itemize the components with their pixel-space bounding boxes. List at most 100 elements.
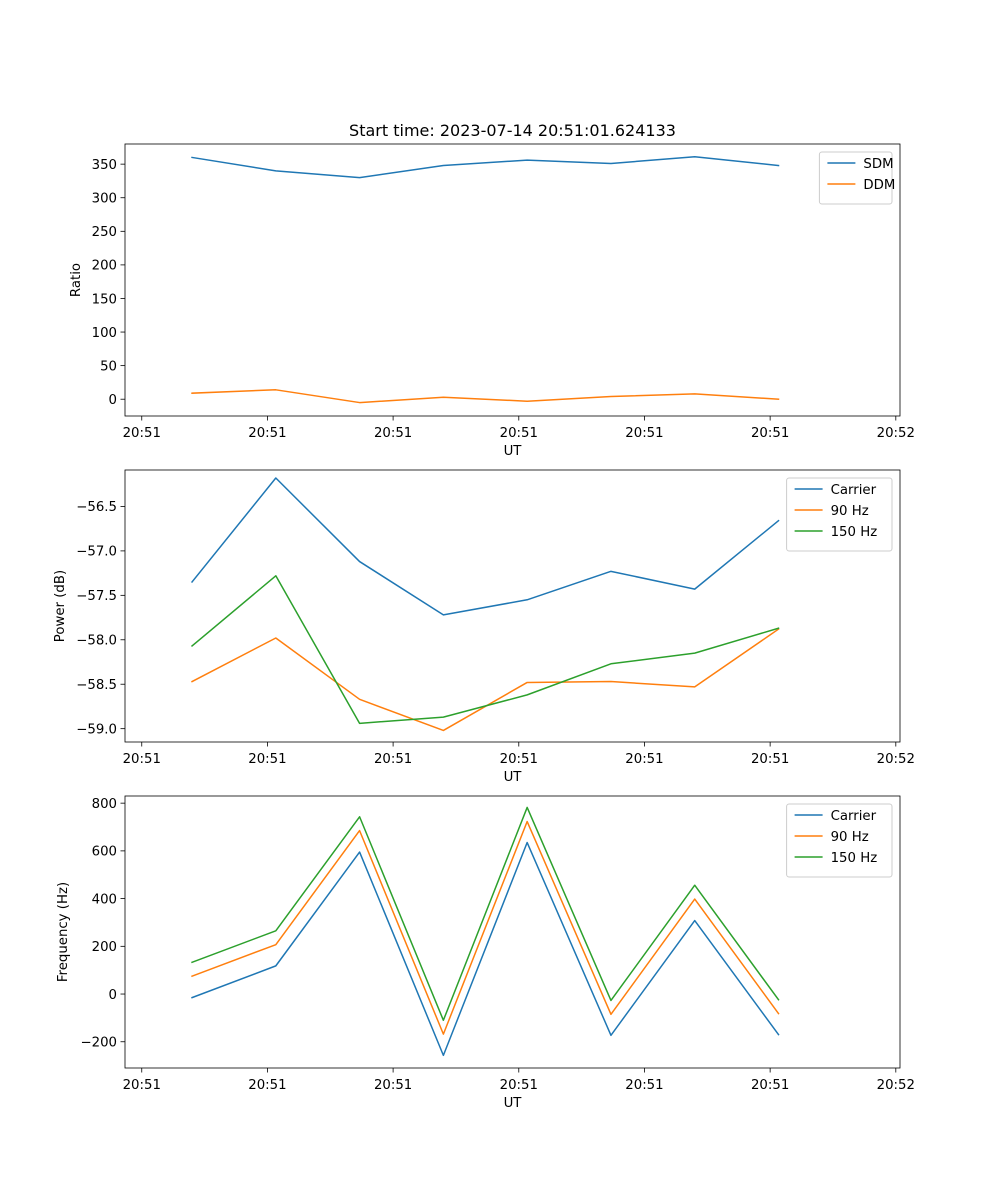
chart-title: Start time: 2023-07-14 20:51:01.624133 bbox=[349, 121, 676, 140]
x-tick-label: 20:51 bbox=[751, 1078, 789, 1093]
y-tick-label: 250 bbox=[92, 225, 117, 240]
y-tick-label: 600 bbox=[92, 845, 117, 860]
data-point-ddm-8 bbox=[778, 398, 780, 400]
data-point-150-hz-7 bbox=[694, 884, 696, 886]
legend-label: SDM bbox=[863, 157, 893, 172]
data-point-sdm-1 bbox=[191, 156, 193, 158]
axes-frame bbox=[124, 143, 901, 417]
x-tick-label: 20:52 bbox=[877, 426, 915, 441]
y-tick-label: −58.0 bbox=[76, 634, 117, 649]
legend-label: DDM bbox=[863, 178, 895, 193]
x-tick-label: 20:51 bbox=[374, 752, 412, 767]
series-line-90-hz bbox=[191, 820, 780, 1035]
data-point-carrier-8 bbox=[778, 1034, 780, 1036]
x-tick-label: 20:51 bbox=[374, 1078, 412, 1093]
y-tick-label: −57.0 bbox=[76, 545, 117, 560]
data-point-carrier-3 bbox=[359, 851, 361, 853]
data-point-carrier-6 bbox=[610, 570, 612, 572]
legend-box bbox=[818, 151, 893, 205]
data-point-90-hz-1 bbox=[191, 681, 193, 683]
data-point-carrier-3 bbox=[359, 561, 361, 563]
data-point-sdm-2 bbox=[275, 170, 277, 172]
data-point-sdm-4 bbox=[442, 164, 444, 166]
x-tick-label: 20:51 bbox=[500, 426, 538, 441]
x-tick-label: 20:51 bbox=[500, 1078, 538, 1093]
data-point-90-hz-8 bbox=[778, 1013, 780, 1015]
x-tick-label: 20:51 bbox=[123, 426, 161, 441]
legend-label: 150 Hz bbox=[831, 525, 878, 540]
x-tick-label: 20:51 bbox=[625, 426, 663, 441]
data-point-150-hz-1 bbox=[191, 961, 193, 963]
data-point-150-hz-5 bbox=[526, 694, 528, 696]
x-axis-label: UT bbox=[504, 770, 523, 785]
y-tick-label: 0 bbox=[109, 988, 117, 1003]
data-point-150-hz-3 bbox=[359, 816, 361, 818]
x-tick-label: 20:51 bbox=[123, 752, 161, 767]
data-point-carrier-5 bbox=[526, 599, 528, 601]
data-point-sdm-5 bbox=[526, 159, 528, 161]
data-point-90-hz-2 bbox=[275, 637, 277, 639]
data-point-sdm-8 bbox=[778, 164, 780, 166]
data-point-carrier-1 bbox=[191, 581, 193, 583]
data-point-150-hz-3 bbox=[359, 722, 361, 724]
data-point-90-hz-5 bbox=[526, 821, 528, 823]
chart-panel-2: 20:51 20:51 20:51 20:51 20:51 20:51 20:52 −59.0… bbox=[53, 469, 915, 785]
x-tick-label: 20:51 bbox=[248, 752, 286, 767]
axes-frame bbox=[124, 469, 901, 743]
data-point-90-hz-4 bbox=[442, 1033, 444, 1035]
y-tick-label: −59.0 bbox=[76, 722, 117, 737]
y-axis-label: Ratio bbox=[69, 263, 84, 297]
chart-panel-3: 20:51 20:51 20:51 20:51 20:51 20:51 20:52 −200 0… bbox=[56, 795, 915, 1111]
data-point-ddm-7 bbox=[694, 393, 696, 395]
data-point-150-hz-2 bbox=[275, 575, 277, 577]
y-tick-label: 50 bbox=[100, 359, 117, 374]
x-tick-label: 20:51 bbox=[248, 426, 286, 441]
data-point-carrier-8 bbox=[778, 520, 780, 522]
data-point-carrier-7 bbox=[694, 588, 696, 590]
data-point-sdm-6 bbox=[610, 162, 612, 164]
legend-label: 150 Hz bbox=[831, 851, 878, 866]
axes-frame bbox=[124, 795, 901, 1069]
y-tick-label: −200 bbox=[80, 1036, 117, 1051]
x-tick-label: 20:52 bbox=[877, 752, 915, 767]
charts-container: 20:51 20:51 20:51 20:51 20:51 20:51 20:52 0 50 10… bbox=[53, 121, 915, 1111]
data-point-150-hz-2 bbox=[275, 930, 277, 932]
data-point-ddm-1 bbox=[191, 392, 193, 394]
data-point-90-hz-3 bbox=[359, 698, 361, 700]
series-line-carrier bbox=[190, 477, 780, 616]
series-line-150-hz bbox=[191, 806, 780, 1022]
data-point-90-hz-7 bbox=[694, 898, 696, 900]
y-tick-label: −57.5 bbox=[76, 589, 117, 604]
data-point-ddm-6 bbox=[610, 396, 612, 398]
data-point-carrier-6 bbox=[610, 1034, 612, 1036]
y-tick-label: 200 bbox=[92, 940, 117, 955]
series-line-ddm bbox=[191, 389, 780, 404]
y-tick-label: 400 bbox=[92, 892, 117, 907]
data-point-carrier-2 bbox=[275, 477, 277, 479]
data-point-150-hz-5 bbox=[526, 806, 528, 808]
data-point-carrier-5 bbox=[526, 842, 528, 844]
data-point-150-hz-8 bbox=[778, 999, 780, 1001]
x-tick-label: 20:51 bbox=[248, 1078, 286, 1093]
data-point-carrier-4 bbox=[442, 614, 444, 616]
legend: Carrier 90 Hz 150 Hz bbox=[786, 477, 893, 552]
y-tick-label: −58.5 bbox=[76, 678, 117, 693]
y-tick-label: 350 bbox=[92, 158, 117, 173]
series-line-150-hz bbox=[190, 575, 780, 725]
y-tick-label: 0 bbox=[109, 393, 117, 408]
x-axis-label: UT bbox=[504, 1096, 523, 1111]
series-line-sdm bbox=[191, 156, 780, 179]
data-point-90-hz-5 bbox=[526, 681, 528, 683]
data-point-90-hz-6 bbox=[610, 681, 612, 683]
chart-panel-1: 20:51 20:51 20:51 20:51 20:51 20:51 20:52 0 50 10… bbox=[69, 121, 915, 459]
x-tick-label: 20:51 bbox=[625, 1078, 663, 1093]
data-point-ddm-2 bbox=[275, 389, 277, 391]
data-point-150-hz-6 bbox=[610, 999, 612, 1001]
x-tick-label: 20:51 bbox=[625, 752, 663, 767]
y-axis-label: Power (dB) bbox=[53, 570, 68, 642]
y-tick-label: 800 bbox=[92, 797, 117, 812]
x-tick-label: 20:51 bbox=[751, 426, 789, 441]
data-point-sdm-3 bbox=[359, 177, 361, 179]
y-axis-label: Frequency (Hz) bbox=[56, 882, 71, 982]
